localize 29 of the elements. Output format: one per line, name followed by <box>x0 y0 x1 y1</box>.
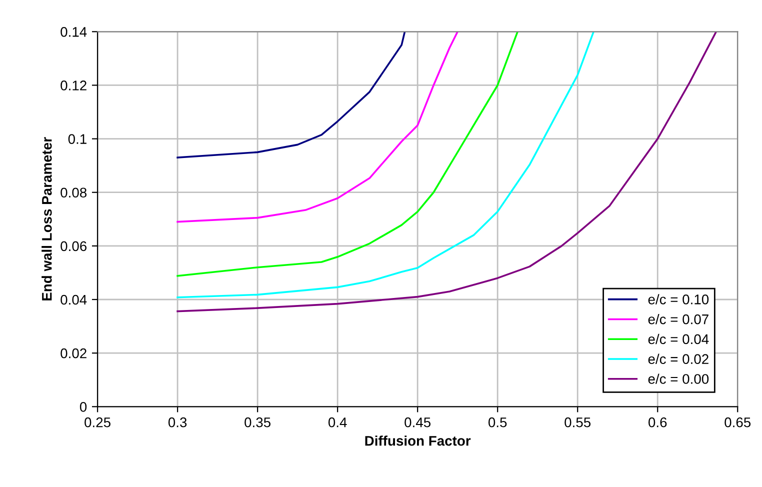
x-tick-label: 0.45 <box>404 417 431 428</box>
y-tick-label: 0.12 <box>60 80 86 90</box>
line-series <box>176 32 595 298</box>
y-tick-label: 0.14 <box>60 26 87 37</box>
x-tick-label: 0.25 <box>84 417 110 428</box>
y-tick-label: 0.1 <box>68 134 86 144</box>
y-tick-label: 0 <box>80 402 87 412</box>
x-tick-label: 0.55 <box>564 417 591 428</box>
legend-label: e/c = 0.02 <box>648 354 708 364</box>
legend-label: e/c = 0.07 <box>648 314 708 324</box>
line-series <box>176 32 718 312</box>
x-tick-label: 0.35 <box>244 417 270 428</box>
y-tick-label: 0.08 <box>60 188 87 198</box>
y-tick-label: 0.02 <box>60 348 86 358</box>
y-axis-title: End wall Loss Parameter <box>42 137 52 300</box>
x-tick-label: 0.4 <box>328 417 347 428</box>
legend-label: e/c = 0.00 <box>648 374 709 384</box>
legend-label: e/c = 0.10 <box>648 294 709 304</box>
line-series <box>176 32 458 223</box>
x-tick-label: 0.5 <box>488 417 507 428</box>
x-tick-label: 0.6 <box>648 417 667 428</box>
legend-label: e/c = 0.04 <box>648 334 709 344</box>
x-tick-label: 0.65 <box>724 417 751 428</box>
y-tick-label: 0.06 <box>60 241 87 252</box>
x-axis-title: Diffusion Factor <box>365 436 471 446</box>
line-series <box>176 32 406 158</box>
y-tick-label: 0.04 <box>60 294 87 305</box>
x-tick-label: 0.3 <box>168 417 187 428</box>
line-series <box>176 32 518 277</box>
